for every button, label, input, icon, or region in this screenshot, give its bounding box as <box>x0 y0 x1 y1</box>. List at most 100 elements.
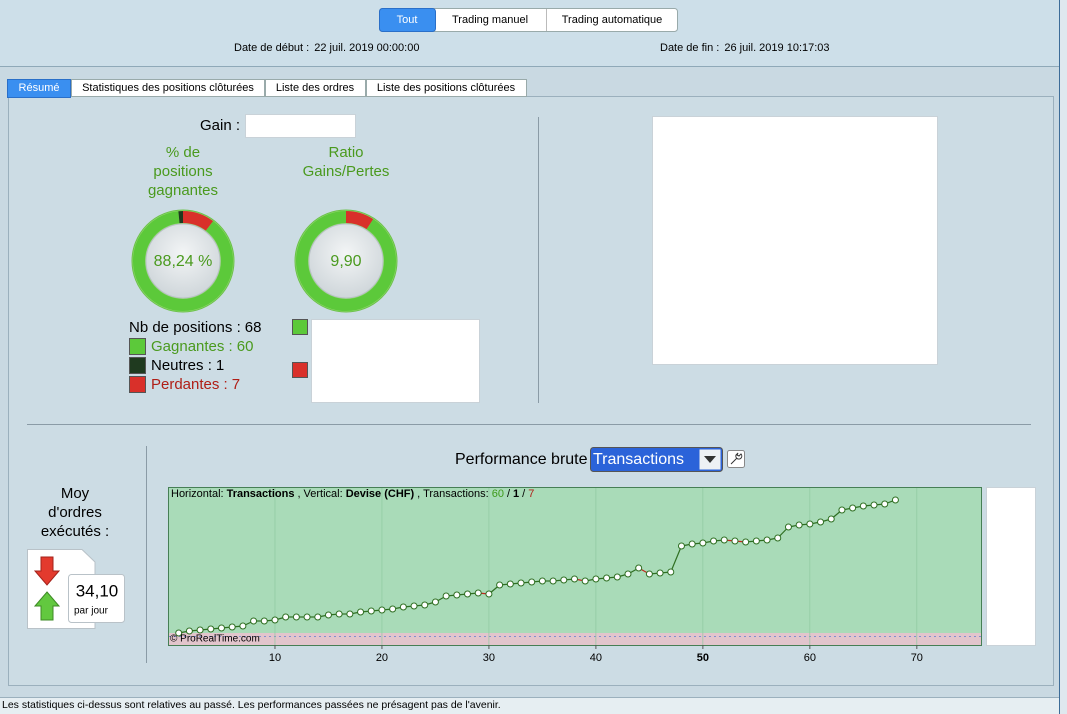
legend-value: 60 <box>237 338 254 355</box>
point <box>677 542 685 550</box>
donut-segment <box>345 211 374 230</box>
x-tick-label: 20 <box>376 652 388 664</box>
point <box>763 536 771 544</box>
legend-value: 1 <box>216 357 224 374</box>
point <box>549 577 557 585</box>
point <box>303 613 311 621</box>
point <box>378 606 386 614</box>
point <box>399 603 407 611</box>
orders-title: exécutés : <box>41 523 109 540</box>
chart-placeholder <box>652 116 938 365</box>
segment-label: Trading automatique <box>562 14 663 26</box>
y-axis-box <box>986 487 1036 646</box>
note-count: 1 <box>513 488 520 500</box>
donut-value: 9,90 <box>330 253 361 270</box>
point <box>271 616 279 624</box>
note-count: 7 <box>528 488 535 500</box>
tab-label: Statistiques des positions clôturées <box>82 82 254 94</box>
tab[interactable]: Statistiques des positions clôturées <box>71 79 265 97</box>
dropdown-arrow <box>704 456 716 463</box>
point <box>827 515 835 523</box>
point <box>239 622 247 630</box>
legend-value: 7 <box>232 376 240 393</box>
tab[interactable]: Résumé <box>7 79 71 98</box>
point <box>699 539 707 547</box>
segment-button[interactable]: Trading manuel <box>452 14 528 26</box>
point <box>710 537 718 545</box>
tab-selected <box>7 79 71 98</box>
point <box>592 575 600 583</box>
donut-title: Gains/Pertes <box>303 163 390 180</box>
point <box>410 602 418 610</box>
legend-swatch <box>129 338 146 355</box>
positions-label: Nb de positions : <box>129 319 241 336</box>
donut-segment <box>182 211 214 231</box>
segmented-control: Tout Trading manuel Trading automatique <box>379 8 678 32</box>
segment-label: Tout <box>397 14 418 26</box>
footer-bg <box>0 697 1059 714</box>
point <box>421 601 429 609</box>
point <box>688 540 696 548</box>
point <box>485 590 493 598</box>
legend-swatch <box>292 362 308 378</box>
dropdown[interactable]: Transactions <box>590 447 723 472</box>
credit: © ProRealTime.com <box>170 634 260 645</box>
tab[interactable]: Liste des ordres <box>265 79 366 97</box>
segment-button[interactable]: Tout <box>379 8 436 32</box>
point <box>613 573 621 581</box>
point <box>282 613 290 621</box>
tab-bg <box>366 79 527 97</box>
note-count: 60 <box>491 488 504 500</box>
note-text: Horizontal: <box>171 488 224 500</box>
settings-button[interactable] <box>727 450 745 468</box>
segment-button[interactable]: Trading automatique <box>562 14 663 26</box>
donut-segment <box>133 211 233 311</box>
zero-band <box>169 633 981 645</box>
tab-bg <box>71 79 265 97</box>
donut-title: Ratio <box>328 144 363 161</box>
point <box>838 506 846 514</box>
donut-title: gagnantes <box>148 182 218 199</box>
point <box>217 624 225 632</box>
positions-total: Nb de positions :68 <box>129 319 261 336</box>
point <box>795 521 803 529</box>
positions-value: 68 <box>245 319 262 336</box>
tab[interactable]: Liste des positions clôturées <box>366 79 527 97</box>
orders-title: d'ordres <box>48 504 102 521</box>
donut-value: 88,24 % <box>154 253 213 270</box>
tab-bg <box>265 79 366 97</box>
point <box>207 625 215 633</box>
orders-unit: par jour <box>74 606 109 617</box>
legend-swatch <box>129 376 146 393</box>
legend-entry: Perdantes :7 <box>151 376 240 393</box>
date-value: 26 juil. 2019 10:17:03 <box>724 42 829 54</box>
point <box>324 611 332 619</box>
point <box>431 598 439 606</box>
legend-swatch <box>292 319 308 335</box>
x-tick-label: 40 <box>590 652 602 664</box>
breakdown: Gagnantes :60 Neutres :1 Perdantes :7 <box>129 319 308 393</box>
legend-name: Perdantes : <box>151 376 228 393</box>
plot-area <box>168 487 982 646</box>
legend-entry: Gagnantes :60 <box>151 338 253 355</box>
point <box>453 591 461 599</box>
point <box>560 576 568 584</box>
point <box>645 570 653 578</box>
date-value: 22 juil. 2019 00:00:00 <box>314 42 419 54</box>
donut-inner <box>145 223 221 299</box>
note-bold: Transactions <box>226 488 295 500</box>
segment-selected <box>379 8 436 32</box>
point <box>784 523 792 531</box>
tab-label: Liste des ordres <box>276 82 355 94</box>
point <box>357 608 365 616</box>
legend-name: Gagnantes : <box>151 338 233 355</box>
performance-title: Performance brute <box>455 451 588 468</box>
point <box>496 581 504 589</box>
dropdown-bg <box>590 447 723 472</box>
point <box>346 610 354 618</box>
chart: 10 20 30 40 50 60 70 <box>175 488 923 664</box>
point <box>581 577 589 585</box>
date-start: Date de début : 22 juil. 2019 00:00:00 <box>234 42 419 54</box>
donut-title: positions <box>153 163 212 180</box>
chart-note: Horizontal: Transactions, Vertical: Devise… <box>171 487 537 501</box>
